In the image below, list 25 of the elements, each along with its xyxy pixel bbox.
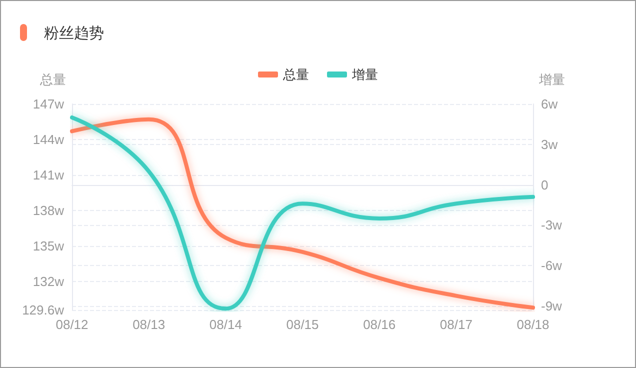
y-axis-title: 总量 [39,72,66,87]
x-tick-label: 08/12 [56,317,88,332]
legend-label: 总量 [282,67,309,82]
y2-axis-title: 增量 [538,72,565,87]
legend-label: 增量 [351,67,378,82]
y-tick-label: 135w [32,238,65,254]
y-tick-label: 132w [32,274,65,290]
y2-tick-label: -9w [541,298,563,314]
x-tick-label: 08/16 [363,317,396,332]
y-tick-label: 144w [32,132,65,148]
y2-tick-label: 0 [541,177,548,192]
y-tick-label: 141w [32,168,65,183]
x-tick-label: 08/13 [132,317,166,332]
y2-tick-label: 6w [541,96,558,112]
y-tick-label: 147w [32,96,65,112]
x-tick-label: 08/17 [440,317,472,332]
y2-tick-label: 3w [541,136,558,152]
x-tick-label: 08/14 [209,317,242,332]
y2-tick-label: -3w [541,218,563,233]
x-tick-label: 08/15 [286,317,319,332]
x-tick-label: 08/18 [516,317,550,332]
y-tick-label: 138w [32,203,65,218]
y2-tick-label: -6w [541,258,563,274]
y-tick-label: 129.6w [22,302,65,318]
chart-title: 粉丝趋势 [44,25,104,42]
